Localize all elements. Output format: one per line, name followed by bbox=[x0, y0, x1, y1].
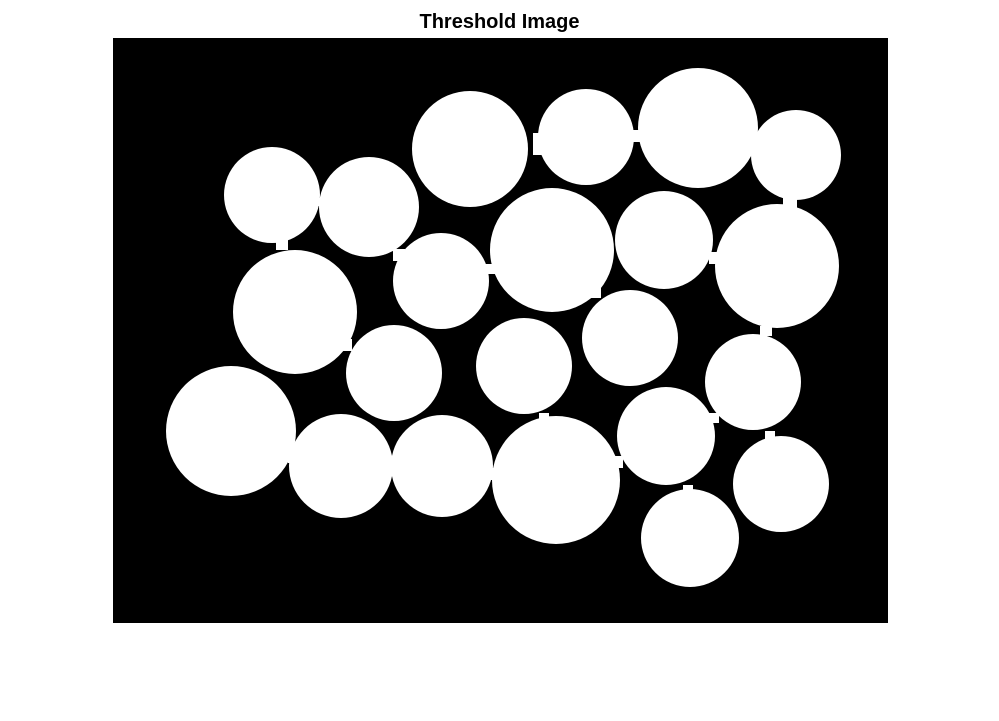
bridge bbox=[431, 170, 445, 178]
blob bbox=[492, 416, 620, 544]
bridge bbox=[489, 468, 499, 480]
blob bbox=[705, 334, 801, 430]
blob bbox=[715, 204, 839, 328]
bridge bbox=[393, 249, 405, 261]
blob bbox=[751, 110, 841, 200]
blob bbox=[391, 415, 493, 517]
bridge bbox=[598, 243, 612, 253]
bridge bbox=[783, 198, 797, 208]
blob bbox=[641, 489, 739, 587]
threshold-image bbox=[113, 38, 888, 623]
blob bbox=[412, 91, 528, 207]
blob-group bbox=[166, 68, 841, 587]
blob bbox=[289, 414, 393, 518]
blob bbox=[538, 89, 634, 185]
blob bbox=[617, 387, 715, 485]
bridge bbox=[342, 339, 352, 351]
bridge bbox=[389, 459, 398, 471]
blob bbox=[319, 157, 419, 257]
bridge bbox=[760, 326, 772, 336]
blob bbox=[224, 147, 320, 243]
blob bbox=[490, 188, 614, 312]
bridge bbox=[276, 240, 288, 250]
bridge bbox=[765, 431, 775, 441]
bridge bbox=[633, 130, 645, 142]
bridge bbox=[709, 413, 719, 423]
blob bbox=[733, 436, 829, 532]
bridge bbox=[485, 264, 497, 274]
blob bbox=[346, 325, 442, 421]
blob bbox=[582, 290, 678, 386]
figure-title: Threshold Image bbox=[419, 11, 580, 33]
bridge bbox=[539, 413, 549, 421]
blob bbox=[638, 68, 758, 188]
threshold-image-axes bbox=[113, 38, 888, 623]
bridge bbox=[587, 288, 601, 298]
blob bbox=[615, 191, 713, 289]
blob bbox=[166, 366, 296, 496]
bridge bbox=[314, 198, 325, 206]
blob bbox=[233, 250, 357, 374]
bridge bbox=[533, 133, 543, 155]
blob bbox=[393, 233, 489, 329]
bridge bbox=[709, 252, 719, 264]
bridge bbox=[613, 456, 623, 468]
bridge bbox=[751, 141, 760, 155]
bridge bbox=[288, 453, 298, 463]
bridge bbox=[683, 485, 693, 495]
blob bbox=[476, 318, 572, 414]
